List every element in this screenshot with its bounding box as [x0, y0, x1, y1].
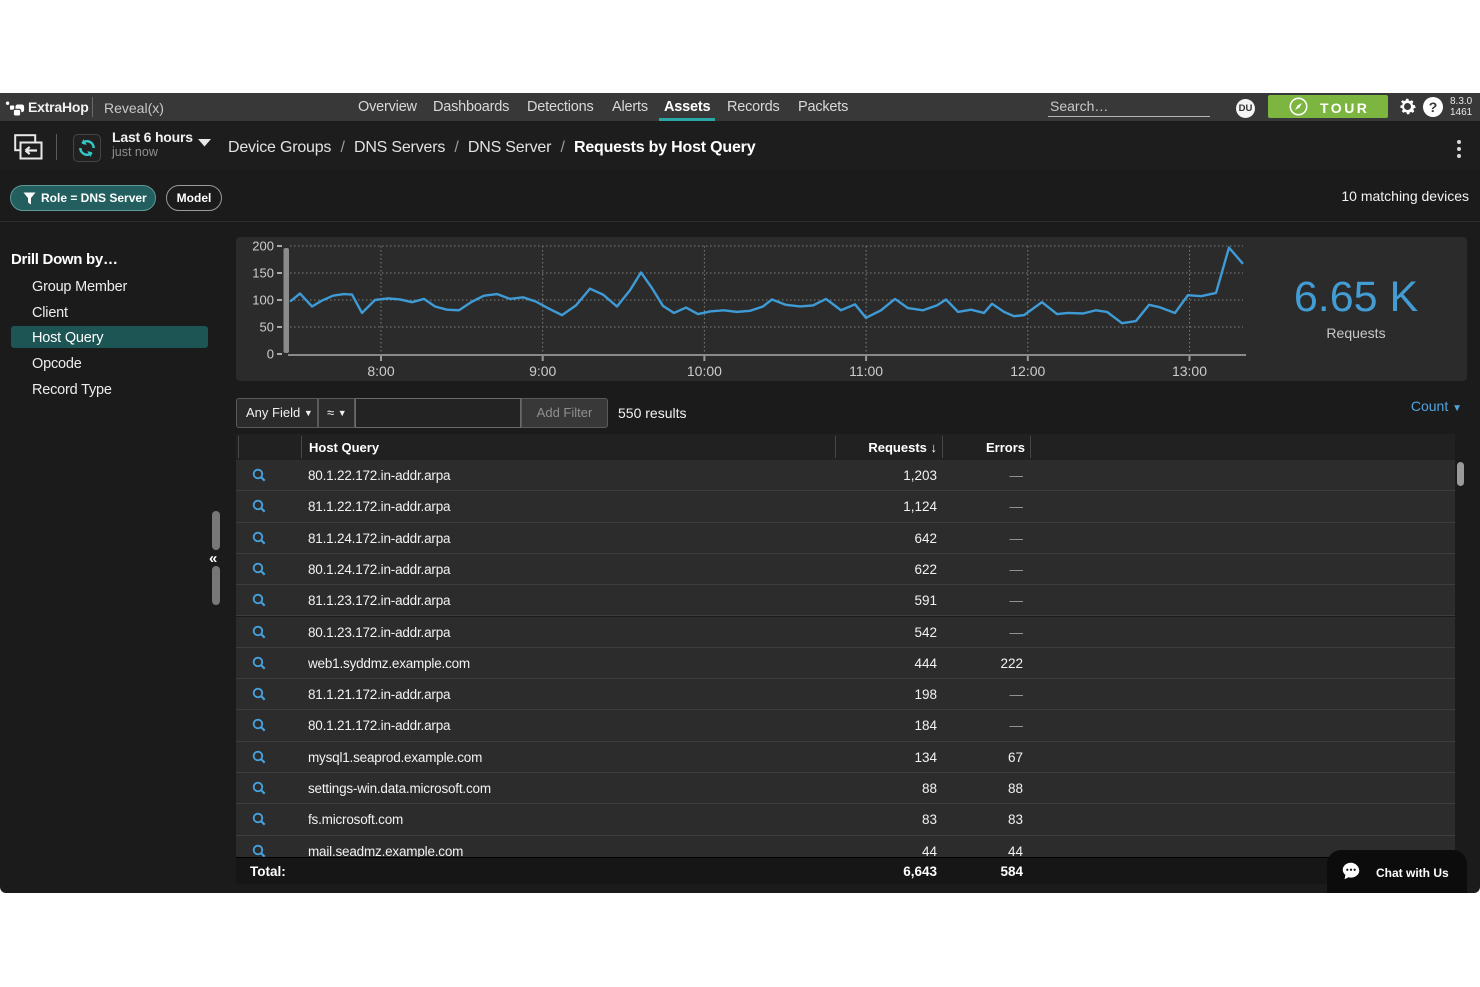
svg-text:8:00: 8:00: [367, 363, 394, 379]
svg-text:13:00: 13:00: [1172, 363, 1207, 379]
svg-text:10:00: 10:00: [687, 363, 722, 379]
svg-text:9:00: 9:00: [529, 363, 556, 379]
svg-text:?: ?: [1429, 99, 1438, 115]
svg-text:0: 0: [267, 347, 274, 362]
svg-text:11:00: 11:00: [849, 363, 883, 379]
svg-text:100: 100: [252, 293, 274, 308]
svg-text:150: 150: [252, 266, 274, 281]
svg-text:200: 200: [252, 239, 274, 254]
svg-text:50: 50: [260, 320, 274, 335]
svg-text:12:00: 12:00: [1010, 363, 1045, 379]
